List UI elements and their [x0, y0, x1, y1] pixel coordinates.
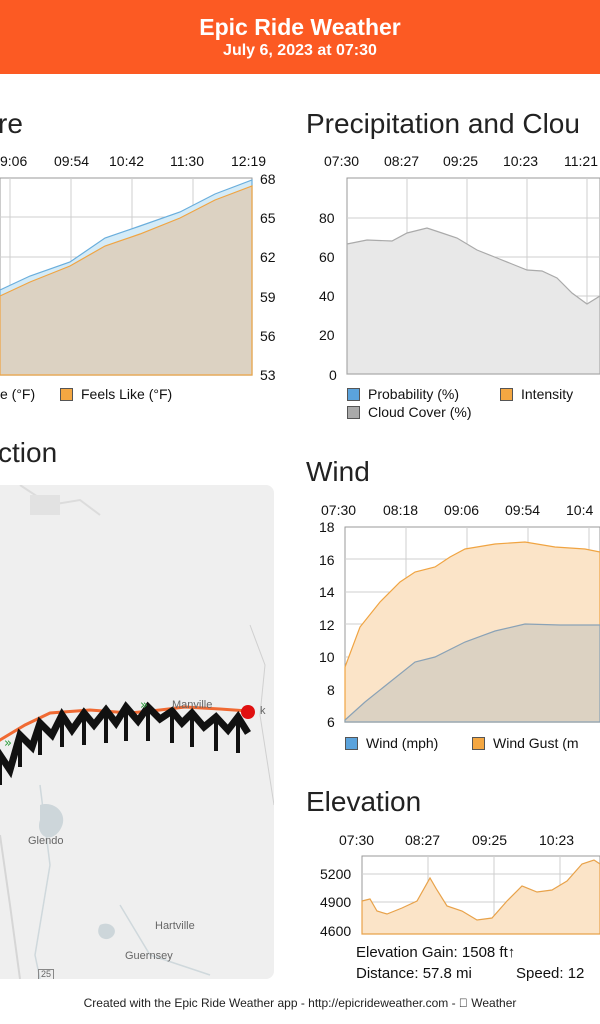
direction-arrow-icon: »	[140, 698, 148, 713]
direction-title: ction	[0, 437, 58, 468]
precipitation-title: Precipitation and Clou	[306, 108, 580, 139]
elevation-chart	[361, 855, 600, 935]
temp-y-tick: 65	[260, 210, 276, 226]
temp-legend-feels-like: Feels Like (°F)	[60, 386, 172, 402]
highway-shield: 25	[38, 969, 55, 979]
wind-barbs	[0, 701, 251, 779]
temp-y-tick: 59	[260, 289, 276, 305]
temp-x-tick: 10:42	[109, 153, 145, 169]
temp-x-tick: 09:54	[54, 153, 90, 169]
precip-y-tick: 80	[319, 210, 335, 226]
map-label-manville: Manville	[172, 699, 213, 711]
legend-swatch	[347, 387, 360, 401]
legend-label: e (°F)	[0, 386, 36, 402]
feels-like-area	[0, 185, 253, 376]
wind-y-tick: 18	[319, 519, 335, 535]
legend-swatch	[345, 736, 358, 750]
wind-x-tick: 08:18	[383, 502, 419, 518]
precipitation-chart	[346, 177, 600, 375]
wind-title: Wind	[306, 456, 370, 487]
map-label-edge: k	[260, 705, 266, 717]
legend-label: Wind (mph)	[366, 735, 439, 751]
elevation-gain: Elevation Gain: 1508 ft↑	[356, 944, 516, 961]
legend-label: Wind Gust (m	[493, 735, 579, 751]
precip-x-tick: 10:23	[503, 153, 539, 169]
temp-y-tick: 56	[260, 328, 276, 344]
elevation-area	[361, 859, 600, 935]
temp-x-tick: 9:06	[0, 153, 28, 169]
temp-x-tick: 12:19	[231, 153, 267, 169]
elev-x-tick: 10:23	[539, 832, 575, 848]
temp-y-tick: 62	[260, 249, 276, 265]
legend-label: Feels Like (°F)	[81, 386, 173, 402]
map-label-glendo: Glendo	[28, 835, 64, 847]
wind-legend-gust: Wind Gust (m	[472, 735, 579, 751]
wind-y-tick: 8	[327, 682, 335, 698]
route-end-marker	[241, 705, 255, 719]
cloud-cover-area	[346, 227, 600, 375]
temp-legend-temperature: e (°F)	[0, 386, 35, 402]
precip-y-tick: 20	[319, 327, 335, 343]
ride-date: July 6, 2023 at 07:30	[223, 42, 377, 59]
temp-x-tick: 11:30	[170, 153, 204, 169]
legend-swatch	[347, 405, 360, 419]
map-label-guernsey: Guernsey	[125, 950, 173, 962]
app-title: Epic Ride Weather	[199, 14, 401, 40]
legend-label: Cloud Cover (%)	[368, 404, 472, 420]
wind-y-tick: 6	[327, 714, 335, 730]
precip-y-tick: 0	[329, 367, 337, 383]
direction-arrow-icon: »	[4, 736, 12, 751]
wind-y-tick: 14	[319, 584, 335, 600]
elev-y-tick: 4600	[320, 923, 352, 939]
wind-x-tick: 07:30	[321, 502, 357, 518]
legend-swatch	[60, 387, 73, 401]
elevation-title: Elevation	[306, 786, 422, 817]
temp-y-tick: 68	[260, 171, 276, 187]
wind-legend-wind: Wind (mph)	[345, 735, 438, 751]
elev-x-tick: 09:25	[472, 832, 508, 848]
legend-swatch	[500, 387, 513, 401]
precip-y-tick: 60	[319, 249, 335, 265]
wind-y-tick: 12	[319, 617, 335, 633]
elev-y-tick: 4900	[320, 894, 352, 910]
ride-distance: Distance: 57.8 mi	[356, 965, 472, 982]
wind-y-tick: 16	[319, 552, 335, 568]
wind-x-tick: 09:54	[505, 502, 541, 518]
precip-legend-probability: Probability (%)	[347, 386, 459, 402]
route-map[interactable]: » » Manville Glendo Hartville Guernsey 2…	[0, 485, 274, 979]
precip-x-tick: 08:27	[384, 153, 420, 169]
temperature-title: re	[0, 108, 23, 139]
precip-x-tick: 09:25	[443, 153, 479, 169]
elev-x-tick: 08:27	[405, 832, 441, 848]
legend-label: Intensity	[521, 386, 574, 402]
precip-x-tick: 07:30	[324, 153, 360, 169]
map-label-hartville: Hartville	[155, 920, 195, 932]
legend-swatch	[472, 736, 485, 750]
elev-x-tick: 07:30	[339, 832, 375, 848]
header-bar: Epic Ride Weather July 6, 2023 at 07:30	[0, 0, 600, 74]
ride-speed: Speed: 12	[516, 965, 585, 982]
temperature-chart	[0, 177, 253, 376]
legend-label: Probability (%)	[368, 386, 460, 402]
wind-x-tick: 10:4	[566, 502, 594, 518]
wind-x-tick: 09:06	[444, 502, 480, 518]
wind-chart	[344, 526, 600, 723]
precip-x-tick: 11:21	[564, 153, 598, 169]
precip-legend-cloud-cover: Cloud Cover (%)	[347, 404, 471, 420]
map-layer: » »	[0, 485, 274, 979]
temp-y-tick: 53	[260, 367, 276, 383]
elev-y-tick: 5200	[320, 866, 352, 882]
wind-area	[344, 623, 600, 723]
wind-y-tick: 10	[319, 649, 335, 665]
footer-credit: Created with the Epic Ride Weather app -…	[84, 996, 517, 1010]
precip-legend-intensity: Intensity	[500, 386, 573, 402]
precip-y-tick: 40	[319, 288, 335, 304]
